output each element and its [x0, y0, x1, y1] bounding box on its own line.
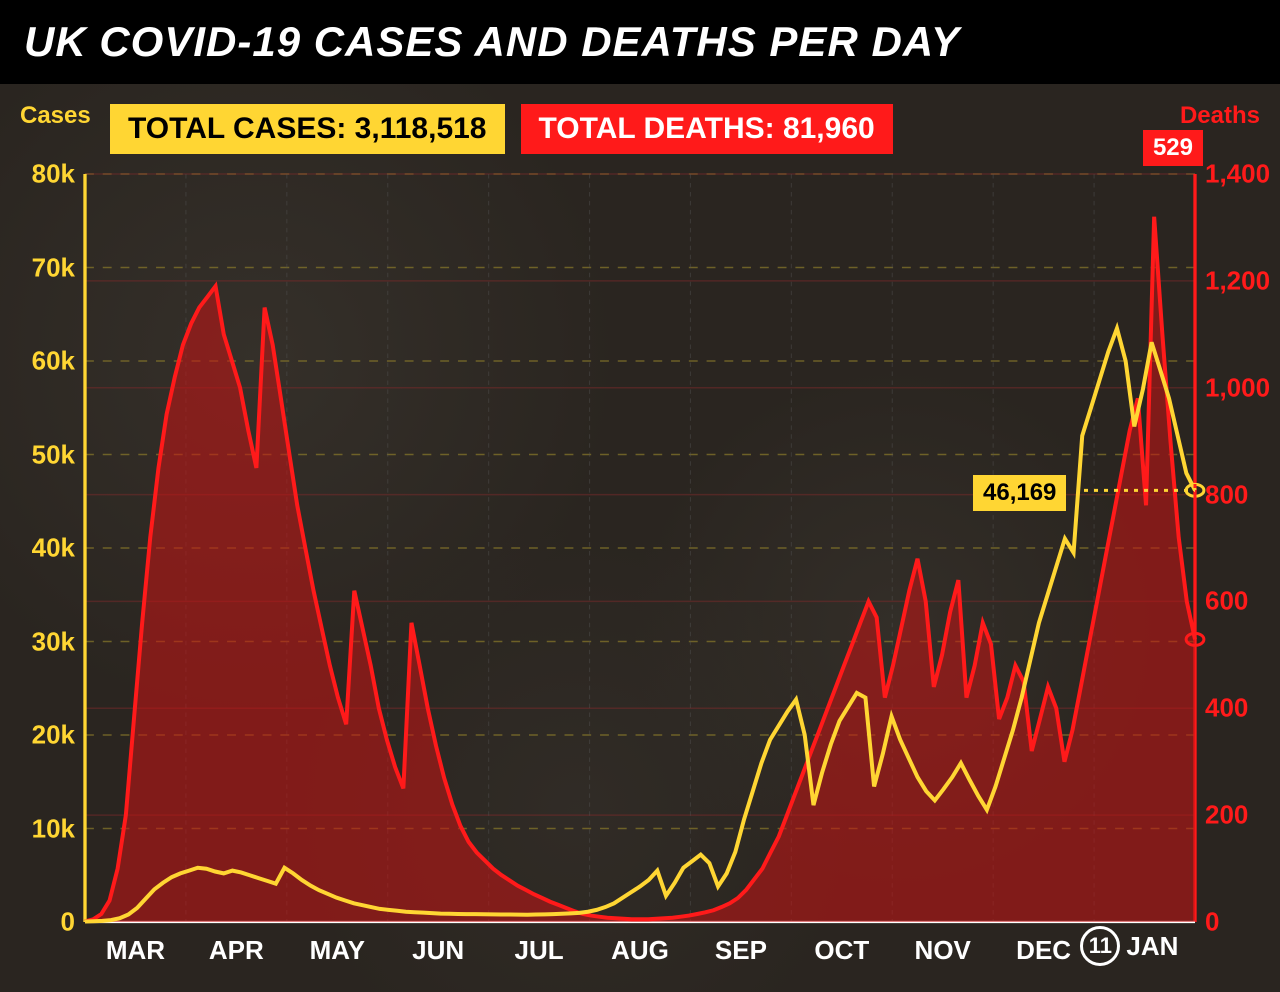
x-tick: APR [209, 935, 264, 966]
x-tick: DEC [1016, 935, 1071, 966]
x-end-marker: 11JAN [1080, 926, 1178, 966]
left-tick: 20k [15, 720, 75, 751]
left-tick: 40k [15, 533, 75, 564]
left-axis-label: Cases [20, 102, 91, 130]
total-deaths-badge: TOTAL DEATHS: 81,960 [521, 104, 893, 154]
left-tick: 70k [15, 252, 75, 283]
total-cases-badge: TOTAL CASES: 3,118,518 [110, 104, 505, 154]
right-tick: 0 [1205, 907, 1265, 938]
right-tick: 1,000 [1205, 372, 1265, 403]
right-tick: 200 [1205, 800, 1265, 831]
right-tick: 800 [1205, 479, 1265, 510]
chart-area: Cases Deaths TOTAL CASES: 3,118,518 TOTA… [0, 84, 1280, 992]
right-tick: 400 [1205, 693, 1265, 724]
x-tick: JUN [412, 935, 464, 966]
right-axis-label: Deaths [1180, 102, 1260, 130]
x-tick: NOV [915, 935, 971, 966]
x-tick: MAY [310, 935, 365, 966]
x-tick: AUG [611, 935, 669, 966]
chart-title: UK COVID-19 CASES AND DEATHS PER DAY [0, 0, 1280, 84]
x-tick: MAR [106, 935, 165, 966]
cases-callout: 46,169 [973, 475, 1066, 511]
left-tick: 10k [15, 813, 75, 844]
right-tick: 1,200 [1205, 265, 1265, 296]
right-tick: 600 [1205, 586, 1265, 617]
x-tick: JUL [515, 935, 564, 966]
x-tick: OCT [814, 935, 869, 966]
deaths-callout: 529 [1143, 130, 1203, 166]
left-tick: 80k [15, 159, 75, 190]
left-tick: 0 [15, 907, 75, 938]
plot-region: 010k20k30k40k50k60k70k80k02004006008001,… [85, 174, 1195, 922]
left-tick: 60k [15, 346, 75, 377]
left-tick: 50k [15, 439, 75, 470]
x-tick: SEP [715, 935, 767, 966]
right-tick: 1,400 [1205, 159, 1265, 190]
left-tick: 30k [15, 626, 75, 657]
